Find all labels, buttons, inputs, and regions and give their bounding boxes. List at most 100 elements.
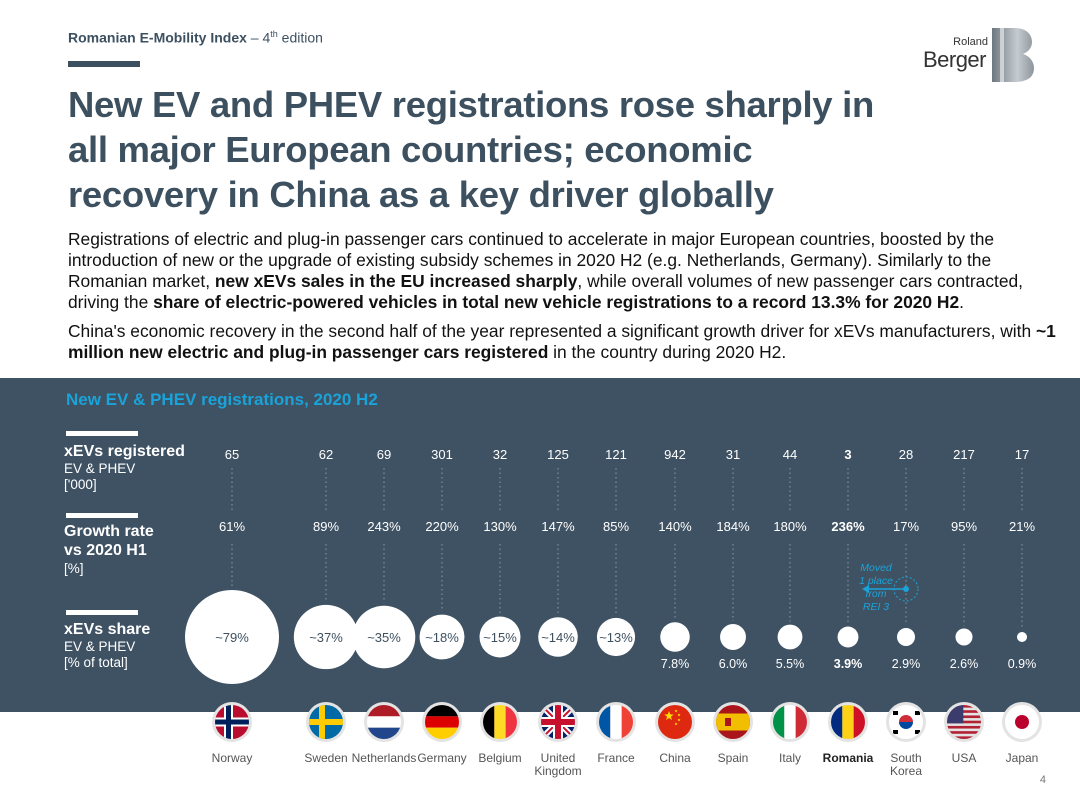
flag-art (773, 705, 807, 739)
flag-band-yellow (716, 713, 750, 731)
flag-band-3 (853, 705, 865, 739)
page-number: 4 (1039, 774, 1046, 786)
usa-flag (944, 702, 984, 742)
registered-value-belgium: 32 (493, 447, 507, 462)
share-bubble-usa (955, 628, 973, 646)
p2-c: in the country during 2020 H2. (548, 342, 787, 362)
edition-tail: edition (277, 29, 323, 46)
growth-value-france: 85% (603, 519, 629, 534)
share-bubble-china (660, 622, 690, 652)
p1-c: , while overall volumes of new passenger… (68, 271, 1024, 312)
flag-canton (947, 705, 964, 724)
flag-star-small (677, 713, 681, 717)
flag-band-1 (367, 705, 401, 717)
flag-band-2 (367, 716, 401, 728)
flag-band-1 (831, 705, 843, 739)
flag-art (716, 705, 750, 739)
share-bubble-south-korea (896, 627, 916, 647)
logo-line2: Berger (922, 47, 987, 72)
flag-art (483, 705, 517, 739)
country-label-france: France (597, 751, 635, 765)
flag-coat (725, 718, 731, 726)
annotation-arrow-head (862, 585, 869, 593)
country-label-usa: USA (952, 751, 977, 765)
growth-value-germany: 220% (425, 519, 459, 534)
body-paragraph-1: Registrations of electric and plug-in pa… (68, 229, 1058, 313)
growth-row-title2: vs 2020 H1 (64, 542, 147, 559)
flag-art (889, 705, 923, 739)
share-label-japan: 0.9% (1008, 657, 1037, 671)
flag-art (599, 705, 633, 739)
growth-value-romania: 236% (831, 519, 865, 534)
country-label-belgium: Belgium (478, 751, 521, 765)
registered-value-japan: 17 (1015, 447, 1029, 462)
registered-value-usa: 217 (953, 447, 975, 462)
flag-band-1 (599, 705, 611, 739)
country-label-south-korea: South (890, 751, 921, 765)
growth-value-italy: 180% (773, 519, 807, 534)
share-label-netherlands: ~35% (367, 630, 401, 645)
country-label-japan: Japan (1006, 751, 1039, 765)
flag-art (425, 705, 459, 739)
flag-art (831, 705, 865, 739)
flag-band-3 (795, 705, 807, 739)
flag-art (658, 705, 692, 739)
annotation-line4: REI 3 (863, 601, 889, 613)
flag-stripe-red (947, 725, 981, 729)
registered-value-south-korea: 28 (899, 447, 913, 462)
growth-value-united-kingdom: 147% (541, 519, 575, 534)
p2-a: China's economic recovery in the second … (68, 321, 1036, 341)
flag-band-2 (784, 705, 796, 739)
share-label-romania: 3.9% (834, 657, 863, 671)
registered-value-france: 121 (605, 447, 627, 462)
flag-sun (1015, 715, 1029, 729)
growth-value-china: 140% (658, 519, 692, 534)
annotation-dot (903, 586, 909, 592)
france-flag (596, 702, 636, 742)
flag-star-big (664, 711, 674, 720)
country-label-germany: Germany (417, 751, 466, 765)
country-label-norway: Norway (212, 751, 253, 765)
growth-value-spain: 184% (716, 519, 750, 534)
share-label-south-korea: 2.9% (892, 657, 921, 671)
share-bubble-united-kingdom (538, 617, 578, 657)
growth-value-sweden: 89% (313, 519, 339, 534)
share-row-sub1: EV & PHEV (64, 639, 136, 654)
flag-band-1 (483, 705, 495, 739)
flag-field (658, 705, 692, 739)
p1-d: share of electric-powered vehicles in to… (153, 292, 960, 312)
report-name: Romanian E-Mobility Index (68, 29, 247, 46)
country-label-united-kingdom: United (541, 751, 576, 765)
flag-taegeuk-blue (899, 722, 913, 729)
share-bubble-netherlands (352, 605, 416, 669)
logo-b-icon (992, 28, 1034, 82)
italy-flag (770, 702, 810, 742)
report-header: Romanian E-Mobility Index – 4th edition (68, 29, 323, 46)
title-line2: all major European countries; economic (68, 129, 753, 170)
share-label-france: ~13% (599, 630, 633, 645)
body-paragraph-2: China's economic recovery in the second … (68, 321, 1058, 363)
flag-trigram (915, 730, 920, 734)
growth-value-japan: 21% (1009, 519, 1035, 534)
flag-stripe-red (947, 736, 981, 739)
country-label-italy: Italy (779, 751, 801, 765)
flag-cross-h (215, 719, 249, 725)
share-row-title: xEVs share (64, 621, 151, 638)
growth-value-belgium: 130% (483, 519, 517, 534)
title-line1: New EV and PHEV registrations rose sharp… (68, 84, 874, 125)
edition-sup: th (270, 29, 278, 39)
flag-band-1 (773, 705, 785, 739)
norway-flag (212, 702, 252, 742)
flag-band-2 (842, 705, 854, 739)
annotation-line3: from (866, 588, 887, 600)
flag-stripe-red (947, 731, 981, 734)
china-flag (655, 702, 695, 742)
registered-value-spain: 31 (726, 447, 740, 462)
growth-value-usa: 95% (951, 519, 977, 534)
share-bubble-france (596, 617, 636, 657)
flag-star-small (677, 718, 681, 722)
country-label-china: China (659, 751, 691, 765)
growth-value-south-korea: 17% (893, 519, 919, 534)
flag-art (367, 705, 401, 739)
